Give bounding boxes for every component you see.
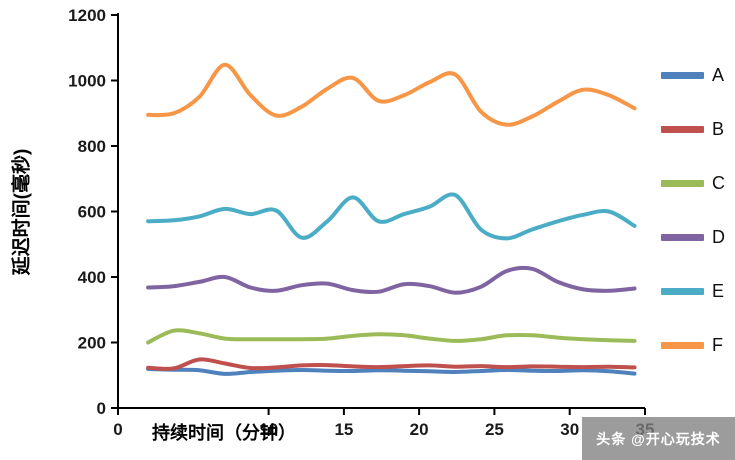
legend-label: C <box>712 172 725 193</box>
y-tick-label: 400 <box>78 268 106 287</box>
y-axis-title: 延迟时间(毫秒) <box>11 148 33 276</box>
y-tick-label: 200 <box>78 334 106 353</box>
legend-label: E <box>712 280 725 301</box>
series-line-A <box>146 367 637 376</box>
legend-item-B: B <box>661 116 725 142</box>
legend-item-A: A <box>661 62 725 88</box>
x-tick-label: 30 <box>560 420 579 439</box>
legend-item-F: F <box>661 332 725 358</box>
legend-item-E: E <box>661 278 725 304</box>
series-line-C <box>146 328 637 345</box>
legend-label: D <box>712 226 725 247</box>
series-line-E <box>146 192 637 241</box>
legend: A B C D E F <box>661 62 725 358</box>
x-tick-label: 0 <box>113 420 122 439</box>
y-tick-label: 800 <box>78 137 106 156</box>
y-tick-label: 600 <box>78 203 106 222</box>
legend-label: B <box>712 118 725 139</box>
legend-marker-A <box>661 71 704 79</box>
legend-marker-B <box>661 125 704 133</box>
y-tick-label: 1000 <box>68 72 106 91</box>
legend-label: F <box>712 334 723 355</box>
legend-item-C: C <box>661 170 725 196</box>
x-tick-label: 20 <box>410 420 429 439</box>
x-axis-title: 持续时间（分钟） <box>152 423 296 443</box>
legend-label: A <box>712 64 725 85</box>
series-line-B <box>146 357 637 371</box>
legend-item-D: D <box>661 224 725 250</box>
y-tick-label: 0 <box>97 399 106 418</box>
series-line-F <box>146 62 637 127</box>
legend-marker-C <box>661 179 704 187</box>
series-line-D <box>146 265 637 295</box>
x-tick-label: 25 <box>485 420 504 439</box>
legend-marker-E <box>661 287 704 295</box>
legend-marker-F <box>661 341 704 349</box>
x-tick-label: 15 <box>334 420 353 439</box>
watermark: 头条 @开心玩技术 <box>582 417 735 460</box>
x-tick-label: 10 <box>259 420 278 439</box>
legend-marker-D <box>661 233 704 241</box>
y-tick-label: 1200 <box>68 6 106 25</box>
